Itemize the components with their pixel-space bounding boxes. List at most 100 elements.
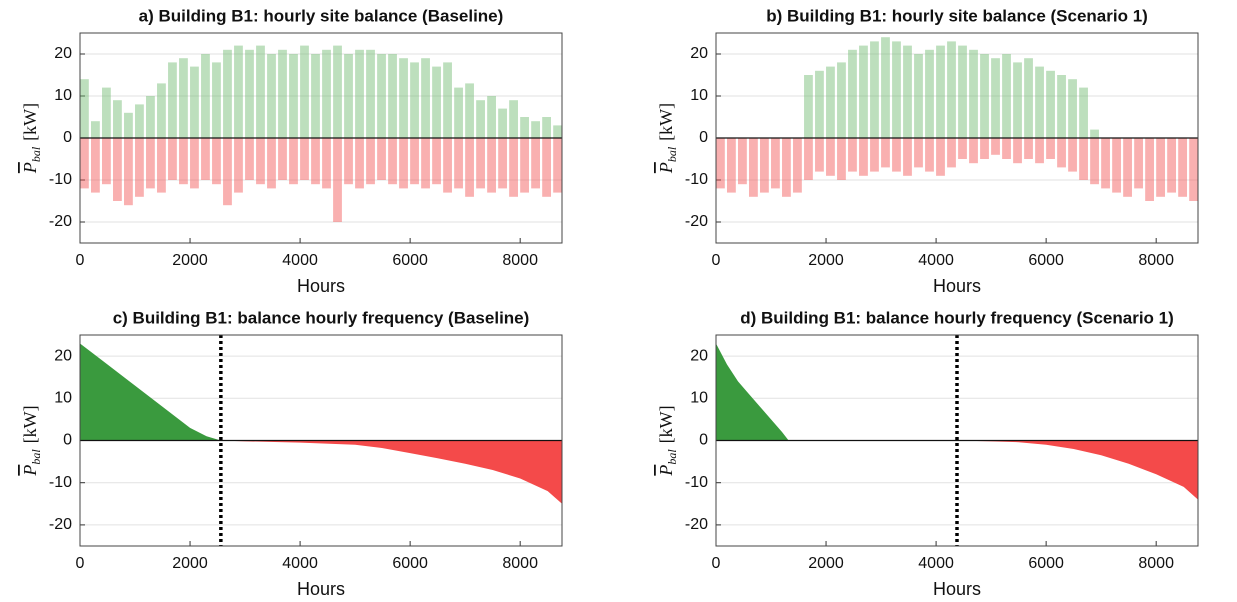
y-tick-label: -10: [49, 171, 72, 188]
balance-bar: [388, 138, 397, 185]
balance-bar: [476, 138, 485, 189]
balance-bar: [782, 138, 791, 197]
balance-bar: [1145, 138, 1154, 201]
balance-bar: [135, 138, 144, 197]
balance-bar: [1057, 75, 1066, 138]
x-axis-label: Hours: [933, 276, 981, 296]
balance-bar: [804, 75, 813, 138]
balance-bar: [223, 49, 232, 138]
balance-bar: [980, 138, 989, 159]
balance-bar: [146, 138, 155, 189]
x-tick-label: 6000: [1028, 252, 1064, 269]
balance-bar: [410, 62, 419, 138]
balance-bar: [212, 62, 221, 138]
balance-bar: [881, 138, 890, 168]
balance-bar: [234, 138, 243, 193]
balance-bar: [520, 117, 529, 138]
balance-bar: [859, 45, 868, 138]
y-tick-label: 0: [699, 129, 708, 146]
balance-bar: [421, 138, 430, 189]
balance-bar: [1013, 138, 1022, 164]
balance-bar: [837, 138, 846, 180]
balance-bar: [1189, 138, 1198, 201]
y-label-unit: [kW]: [20, 103, 40, 141]
balance-bar: [1002, 54, 1011, 138]
x-tick-label: 4000: [282, 252, 318, 269]
balance-bar: [936, 45, 945, 138]
balance-bar: [771, 138, 780, 189]
x-tick-label: 6000: [392, 555, 428, 572]
duration-area: [957, 440, 1198, 500]
y-tick-label: 20: [54, 347, 72, 364]
balance-bar: [793, 138, 802, 193]
y-tick-label: 0: [63, 129, 72, 146]
balance-bar: [815, 70, 824, 138]
balance-bar: [322, 49, 331, 138]
balance-bar: [179, 58, 188, 139]
y-axis-label: Pbal [kW]: [656, 103, 679, 174]
balance-bar: [553, 138, 562, 193]
balance-bar: [344, 54, 353, 138]
balance-bar: [322, 138, 331, 189]
balance-bar: [991, 138, 1000, 155]
balance-bar: [124, 112, 133, 138]
balance-bar: [80, 138, 89, 189]
subplot-title: c) Building B1: balance hourly frequency…: [113, 308, 530, 327]
balance-bar: [267, 54, 276, 138]
x-tick-label: 2000: [808, 555, 844, 572]
balance-bar: [278, 49, 287, 138]
x-axis-label: Hours: [297, 579, 345, 599]
x-tick-label: 0: [76, 555, 85, 572]
subplot: a) Building B1: hourly site balance (Bas…: [20, 6, 563, 296]
balance-bar: [531, 138, 540, 189]
y-tick-label: -10: [685, 474, 708, 491]
y-tick-label: 10: [690, 390, 708, 407]
balance-bar: [157, 83, 166, 138]
balance-bar: [333, 45, 342, 138]
balance-bar: [344, 138, 353, 185]
balance-bar: [1024, 58, 1033, 139]
balance-bar: [168, 62, 177, 138]
balance-bar: [454, 138, 463, 189]
x-tick-label: 8000: [502, 555, 538, 572]
balance-bar: [1035, 66, 1044, 138]
balance-bar: [870, 41, 879, 138]
balance-bar: [465, 138, 474, 197]
balance-bar: [980, 54, 989, 138]
y-label-symbol: P: [20, 162, 40, 174]
y-label-unit: [kW]: [20, 405, 40, 443]
balance-bar: [443, 62, 452, 138]
balance-bar: [1046, 70, 1055, 138]
balance-bar: [1046, 138, 1055, 159]
balance-bar: [520, 138, 529, 193]
y-label-unit: [kW]: [656, 103, 676, 141]
y-tick-label: -20: [49, 213, 72, 230]
y-label-subscript: bal: [665, 146, 679, 162]
balance-bar: [1002, 138, 1011, 159]
x-tick-label: 4000: [282, 555, 318, 572]
balance-bar: [1123, 138, 1132, 197]
x-tick-label: 8000: [1138, 555, 1174, 572]
balance-bar: [936, 138, 945, 176]
axes-frame: [79, 334, 563, 547]
balance-bar: [1024, 138, 1033, 159]
y-tick-label: -10: [49, 474, 72, 491]
balance-bar: [892, 41, 901, 138]
balance-bar: [542, 138, 551, 197]
balance-bar: [1035, 138, 1044, 164]
balance-bar: [124, 138, 133, 206]
balance-bar: [1167, 138, 1176, 193]
y-tick-label: 20: [690, 45, 708, 62]
balance-bar: [333, 138, 342, 222]
subplot-title: b) Building B1: hourly site balance (Sce…: [766, 6, 1148, 25]
y-label-symbol: P: [656, 162, 676, 174]
y-tick-label: 20: [690, 347, 708, 364]
y-tick-label: -10: [685, 171, 708, 188]
balance-bar: [135, 104, 144, 138]
axes-frame: [79, 32, 563, 244]
balance-bar: [245, 49, 254, 138]
y-tick-label: -20: [685, 213, 708, 230]
y-tick-label: 10: [54, 390, 72, 407]
balance-bar: [476, 100, 485, 138]
balance-bar: [311, 138, 320, 185]
